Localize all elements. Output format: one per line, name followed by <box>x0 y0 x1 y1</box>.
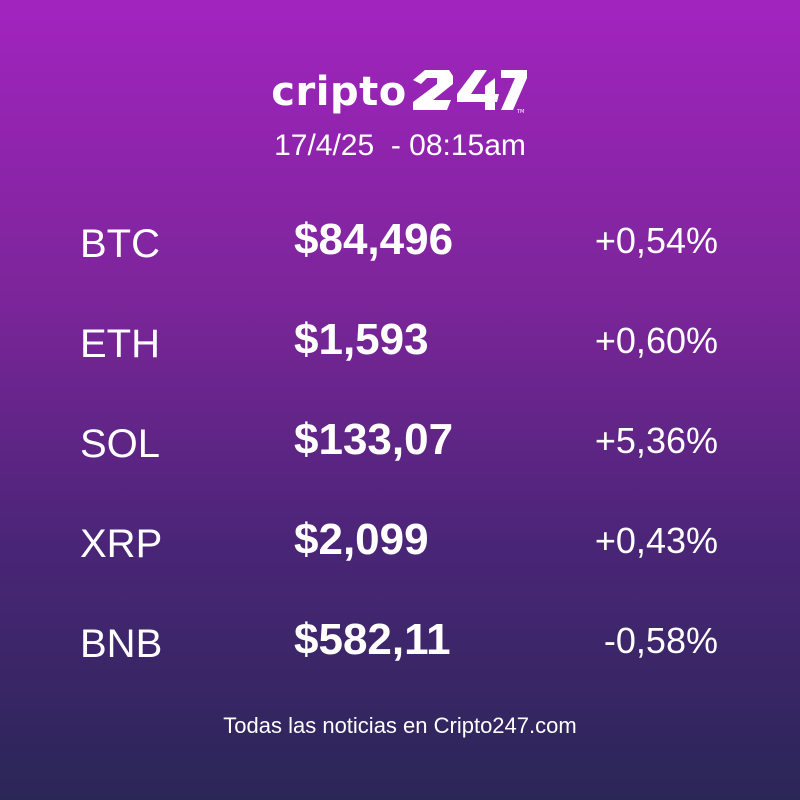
quote-row-btc: BTC $84,496 +0,54% <box>0 210 800 270</box>
quote-datetime: 17/4/25 - 08:15am <box>274 129 526 162</box>
quote-symbol: BTC <box>80 222 160 266</box>
logo-247-mark: TM <box>412 70 527 114</box>
logo-wordmark: cripto <box>271 69 407 115</box>
footer-link-text: Todas las noticias en Cripto247.com <box>223 713 577 738</box>
quote-price: $582,11 <box>294 615 451 664</box>
trademark-symbol: TM <box>516 109 524 114</box>
quote-change: +0,43% <box>594 520 718 561</box>
quote-symbol: XRP <box>80 522 163 566</box>
quote-price: $84,496 <box>294 215 454 264</box>
quote-row-bnb: BNB $582,11 -0,58% <box>0 610 800 670</box>
quote-symbol: ETH <box>80 322 160 366</box>
quote-symbol: BNB <box>80 622 163 666</box>
quote-price: $133,07 <box>294 415 454 464</box>
quote-price: $1,593 <box>294 315 429 364</box>
quote-symbol: SOL <box>80 422 161 466</box>
quote-change: -0,58% <box>603 620 718 661</box>
quote-row-eth: ETH $1,593 +0,60% <box>0 310 800 370</box>
quote-row-sol: SOL $133,07 +5,36% <box>0 410 800 470</box>
cripto247-logo: cripto TM <box>0 62 800 114</box>
quote-change: +5,36% <box>594 420 718 461</box>
quote-change: +0,54% <box>594 220 718 261</box>
quote-price: $2,099 <box>294 515 429 564</box>
quote-row-xrp: XRP $2,099 +0,43% <box>0 510 800 570</box>
quote-change: +0,60% <box>594 320 718 361</box>
